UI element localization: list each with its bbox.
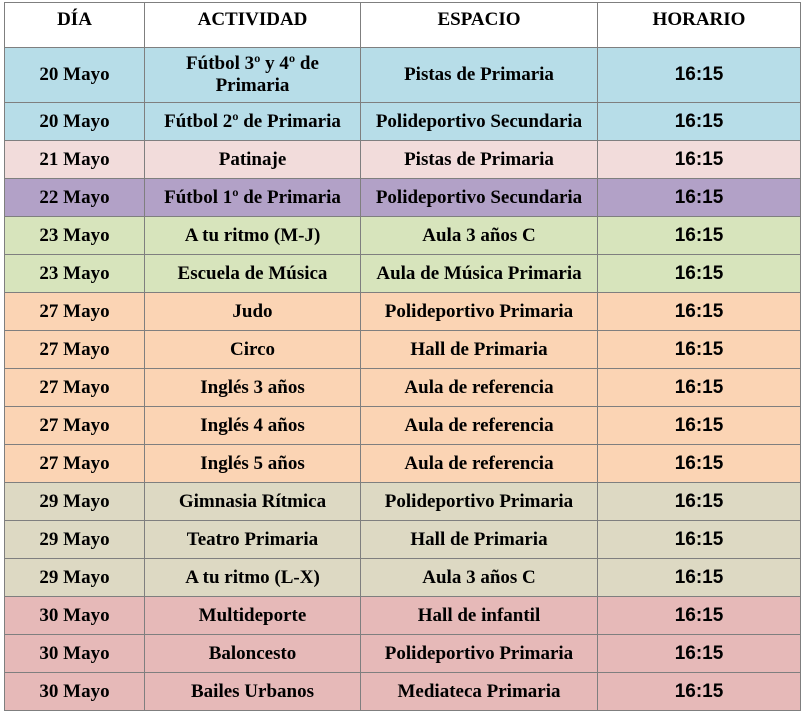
cell-actividad: A tu ritmo (M-J) <box>144 216 361 255</box>
table-row: 27 Mayo Inglés 5 años Aula de referencia 16… <box>4 444 801 483</box>
cell-dia: 27 Mayo <box>4 368 145 407</box>
cell-horario: 16:15 <box>597 47 801 103</box>
cell-horario: 16:15 <box>597 406 801 445</box>
cell-espacio: Pistas de Primaria <box>360 47 598 103</box>
cell-espacio: Mediateca Primaria <box>360 672 598 711</box>
header-horario: HORARIO <box>597 2 801 48</box>
activity-schedule-table: DÍA ACTIVIDAD ESPACIO HORARIO 20 Mayo Fút… <box>4 2 801 711</box>
cell-dia: 22 Mayo <box>4 178 145 217</box>
table-row: 30 Mayo Multideporte Hall de infantil 16:15 <box>4 596 801 635</box>
cell-espacio: Polideportivo Primaria <box>360 634 598 673</box>
cell-espacio: Hall de Primaria <box>360 330 598 369</box>
cell-actividad: Inglés 4 años <box>144 406 361 445</box>
cell-horario: 16:15 <box>597 596 801 635</box>
cell-actividad: Fútbol 2º de Primaria <box>144 102 361 141</box>
cell-dia: 27 Mayo <box>4 406 145 445</box>
cell-horario: 16:15 <box>597 102 801 141</box>
cell-horario: 16:15 <box>597 330 801 369</box>
cell-horario: 16:15 <box>597 482 801 521</box>
cell-espacio: Polideportivo Primaria <box>360 292 598 331</box>
table-header-row: DÍA ACTIVIDAD ESPACIO HORARIO <box>4 2 801 48</box>
cell-espacio: Aula de referencia <box>360 444 598 483</box>
cell-actividad: Fútbol 1º de Primaria <box>144 178 361 217</box>
table-row: 27 Mayo Inglés 4 años Aula de referencia 16… <box>4 406 801 445</box>
cell-espacio: Aula de Música Primaria <box>360 254 598 293</box>
table-row: 21 Mayo Patinaje Pistas de Primaria 16:15 <box>4 140 801 179</box>
cell-horario: 16:15 <box>597 672 801 711</box>
cell-actividad: Bailes Urbanos <box>144 672 361 711</box>
header-espacio: ESPACIO <box>360 2 598 48</box>
table-row: 27 Mayo Circo Hall de Primaria 16:15 <box>4 330 801 369</box>
cell-dia: 23 Mayo <box>4 216 145 255</box>
cell-dia: 30 Mayo <box>4 634 145 673</box>
cell-espacio: Polideportivo Secundaria <box>360 102 598 141</box>
cell-espacio: Aula de referencia <box>360 368 598 407</box>
cell-dia: 27 Mayo <box>4 444 145 483</box>
cell-actividad: Judo <box>144 292 361 331</box>
cell-horario: 16:15 <box>597 634 801 673</box>
cell-actividad: Escuela de Música <box>144 254 361 293</box>
cell-horario: 16:15 <box>597 292 801 331</box>
cell-dia: 20 Mayo <box>4 47 145 103</box>
cell-actividad: Multideporte <box>144 596 361 635</box>
cell-actividad: Circo <box>144 330 361 369</box>
cell-actividad: Teatro Primaria <box>144 520 361 559</box>
table-row: 29 Mayo Gimnasia Rítmica Polideportivo Pri… <box>4 482 801 521</box>
table-row: 29 Mayo Teatro Primaria Hall de Primaria 16… <box>4 520 801 559</box>
cell-dia: 29 Mayo <box>4 482 145 521</box>
cell-actividad: A tu ritmo (L-X) <box>144 558 361 597</box>
cell-horario: 16:15 <box>597 178 801 217</box>
cell-actividad: Patinaje <box>144 140 361 179</box>
cell-dia: 29 Mayo <box>4 558 145 597</box>
table-row: 30 Mayo Bailes Urbanos Mediateca Primaria 1… <box>4 672 801 711</box>
cell-horario: 16:15 <box>597 368 801 407</box>
table-row: 30 Mayo Baloncesto Polideportivo Primaria 1… <box>4 634 801 673</box>
cell-dia: 23 Mayo <box>4 254 145 293</box>
table-body: 20 Mayo Fútbol 3º y 4º de Primaria Pistas … <box>4 47 801 711</box>
header-dia: DÍA <box>4 2 145 48</box>
cell-espacio: Hall de infantil <box>360 596 598 635</box>
table-row: 27 Mayo Judo Polideportivo Primaria 16:15 <box>4 292 801 331</box>
table-row: 27 Mayo Inglés 3 años Aula de referencia 16… <box>4 368 801 407</box>
cell-dia: 27 Mayo <box>4 330 145 369</box>
cell-horario: 16:15 <box>597 520 801 559</box>
cell-espacio: Hall de Primaria <box>360 520 598 559</box>
table-row: 20 Mayo Fútbol 3º y 4º de Primaria Pistas … <box>4 47 801 103</box>
cell-espacio: Aula de referencia <box>360 406 598 445</box>
cell-horario: 16:15 <box>597 216 801 255</box>
cell-actividad: Gimnasia Rítmica <box>144 482 361 521</box>
cell-dia: 30 Mayo <box>4 672 145 711</box>
cell-dia: 30 Mayo <box>4 596 145 635</box>
header-actividad: ACTIVIDAD <box>144 2 361 48</box>
cell-horario: 16:15 <box>597 140 801 179</box>
cell-espacio: Aula 3 años C <box>360 558 598 597</box>
cell-horario: 16:15 <box>597 558 801 597</box>
table-row: 20 Mayo Fútbol 2º de Primaria Polideportiv… <box>4 102 801 141</box>
cell-actividad: Baloncesto <box>144 634 361 673</box>
cell-dia: 27 Mayo <box>4 292 145 331</box>
cell-dia: 20 Mayo <box>4 102 145 141</box>
cell-horario: 16:15 <box>597 444 801 483</box>
table-row: 29 Mayo A tu ritmo (L-X) Aula 3 años C 16:1… <box>4 558 801 597</box>
cell-dia: 21 Mayo <box>4 140 145 179</box>
cell-espacio: Pistas de Primaria <box>360 140 598 179</box>
table-row: 23 Mayo Escuela de Música Aula de Música P… <box>4 254 801 293</box>
cell-dia: 29 Mayo <box>4 520 145 559</box>
cell-espacio: Polideportivo Secundaria <box>360 178 598 217</box>
cell-actividad: Fútbol 3º y 4º de Primaria <box>144 47 361 103</box>
cell-actividad: Inglés 5 años <box>144 444 361 483</box>
cell-espacio: Aula 3 años C <box>360 216 598 255</box>
cell-actividad: Inglés 3 años <box>144 368 361 407</box>
cell-horario: 16:15 <box>597 254 801 293</box>
table-row: 22 Mayo Fútbol 1º de Primaria Polideportiv… <box>4 178 801 217</box>
table-row: 23 Mayo A tu ritmo (M-J) Aula 3 años C 16:1… <box>4 216 801 255</box>
cell-espacio: Polideportivo Primaria <box>360 482 598 521</box>
